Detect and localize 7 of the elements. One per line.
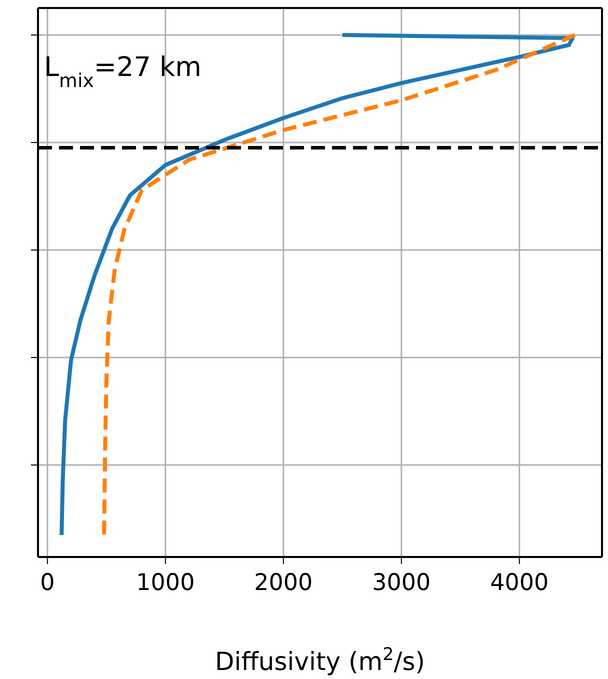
x-tick-label: 2000: [254, 570, 313, 596]
x-tick-label: 0: [40, 570, 55, 596]
annotation: L$_{mix}$=27 km: [44, 52, 202, 92]
x-tick-label: 3000: [372, 570, 431, 596]
x-axis-title: Diffusivity (m$^{2}$/s): [215, 645, 425, 676]
x-tick-label: 1000: [136, 570, 195, 596]
x-tick-label: 4000: [490, 570, 549, 596]
